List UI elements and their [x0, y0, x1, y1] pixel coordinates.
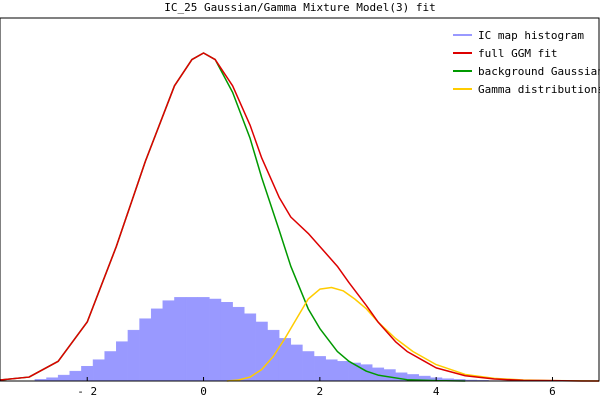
x-tick-label: 2 — [317, 385, 324, 398]
histogram-bar — [92, 359, 105, 382]
series-line-gamma-distributions — [226, 286, 600, 382]
histogram-bar — [127, 329, 140, 382]
histogram-bar — [348, 362, 361, 382]
legend: IC map histogram full GGM fit background… — [453, 29, 600, 96]
legend-label-gamma: Gamma distributions — [478, 83, 600, 96]
histogram-bar — [325, 359, 338, 382]
histogram-bar — [185, 297, 198, 382]
histogram-bar — [383, 369, 396, 382]
histogram-bar — [57, 374, 71, 382]
legend-label-background: background Gaussian — [478, 65, 600, 78]
x-tick-label: 6 — [549, 385, 556, 398]
x-tick-label: 0 — [200, 385, 207, 398]
histogram-bar — [197, 297, 210, 382]
histogram-bar — [209, 298, 222, 382]
series-layer — [0, 52, 600, 382]
plot-frame — [0, 17, 600, 382]
histogram-bar — [302, 351, 315, 382]
x-tick-label: - 2 — [77, 385, 97, 398]
histogram-bar — [162, 300, 175, 382]
histogram-bar — [290, 344, 303, 382]
x-tick-label: 4 — [433, 385, 440, 398]
histogram-bar — [174, 297, 187, 382]
histogram-bar — [116, 341, 129, 382]
histogram-bar — [220, 302, 233, 382]
chart-title: IC_25 Gaussian/Gamma Mixture Model(3) fi… — [164, 1, 436, 14]
legend-label-full-fit: full GGM fit — [478, 47, 557, 60]
histogram-bar — [104, 351, 117, 382]
histogram-bar — [244, 313, 257, 382]
histogram-bar — [232, 306, 245, 382]
histogram-layer — [34, 297, 501, 382]
x-axis-ticks: - 2 0 2 4 6 — [77, 377, 556, 398]
histogram-bar — [69, 370, 82, 382]
histogram-bar — [139, 318, 152, 382]
histogram-bar — [337, 361, 350, 382]
histogram-bar — [150, 308, 164, 382]
legend-label-histogram: IC map histogram — [478, 29, 584, 42]
series-line-full-ggm-fit — [0, 52, 599, 382]
